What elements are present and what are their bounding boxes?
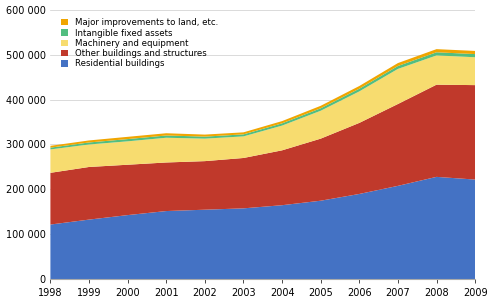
Legend: Major improvements to land, etc., Intangible fixed assets, Machinery and equipme: Major improvements to land, etc., Intang…: [59, 16, 220, 70]
